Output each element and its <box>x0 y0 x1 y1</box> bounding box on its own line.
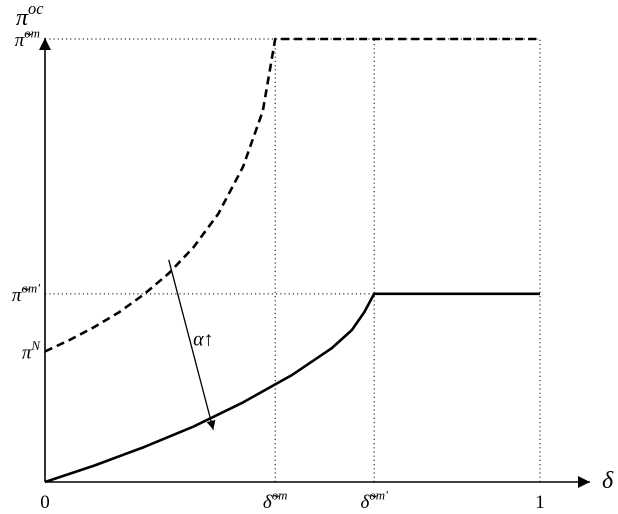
guide-lines <box>45 38 541 482</box>
alpha-arrow <box>168 259 216 430</box>
alpha-arrow-label: α↑ <box>193 329 214 351</box>
series-layer <box>44 37 540 484</box>
x-axis-title: δ <box>602 468 614 494</box>
y-tick-label-1: π̃om' <box>12 280 40 306</box>
y-tick-label-0: πN <box>22 338 42 364</box>
x-tick-label-2: δ̃om' <box>360 487 388 513</box>
annotations: α↑ <box>168 259 216 430</box>
axes <box>39 38 590 488</box>
y-axis-title: πoc <box>16 0 44 31</box>
labels: πoc δ 0 δ̃om δ̃om' 1 πN π̃om' π̃om <box>12 0 614 513</box>
x-tick-label-3: 1 <box>535 492 545 513</box>
series-line-2 <box>44 292 540 484</box>
x-tick-label-0: 0 <box>40 492 50 513</box>
x-tick-label-1: δ̃om <box>263 487 288 513</box>
series-line-1 <box>44 37 540 353</box>
y-tick-label-2: π̃om <box>15 25 40 51</box>
